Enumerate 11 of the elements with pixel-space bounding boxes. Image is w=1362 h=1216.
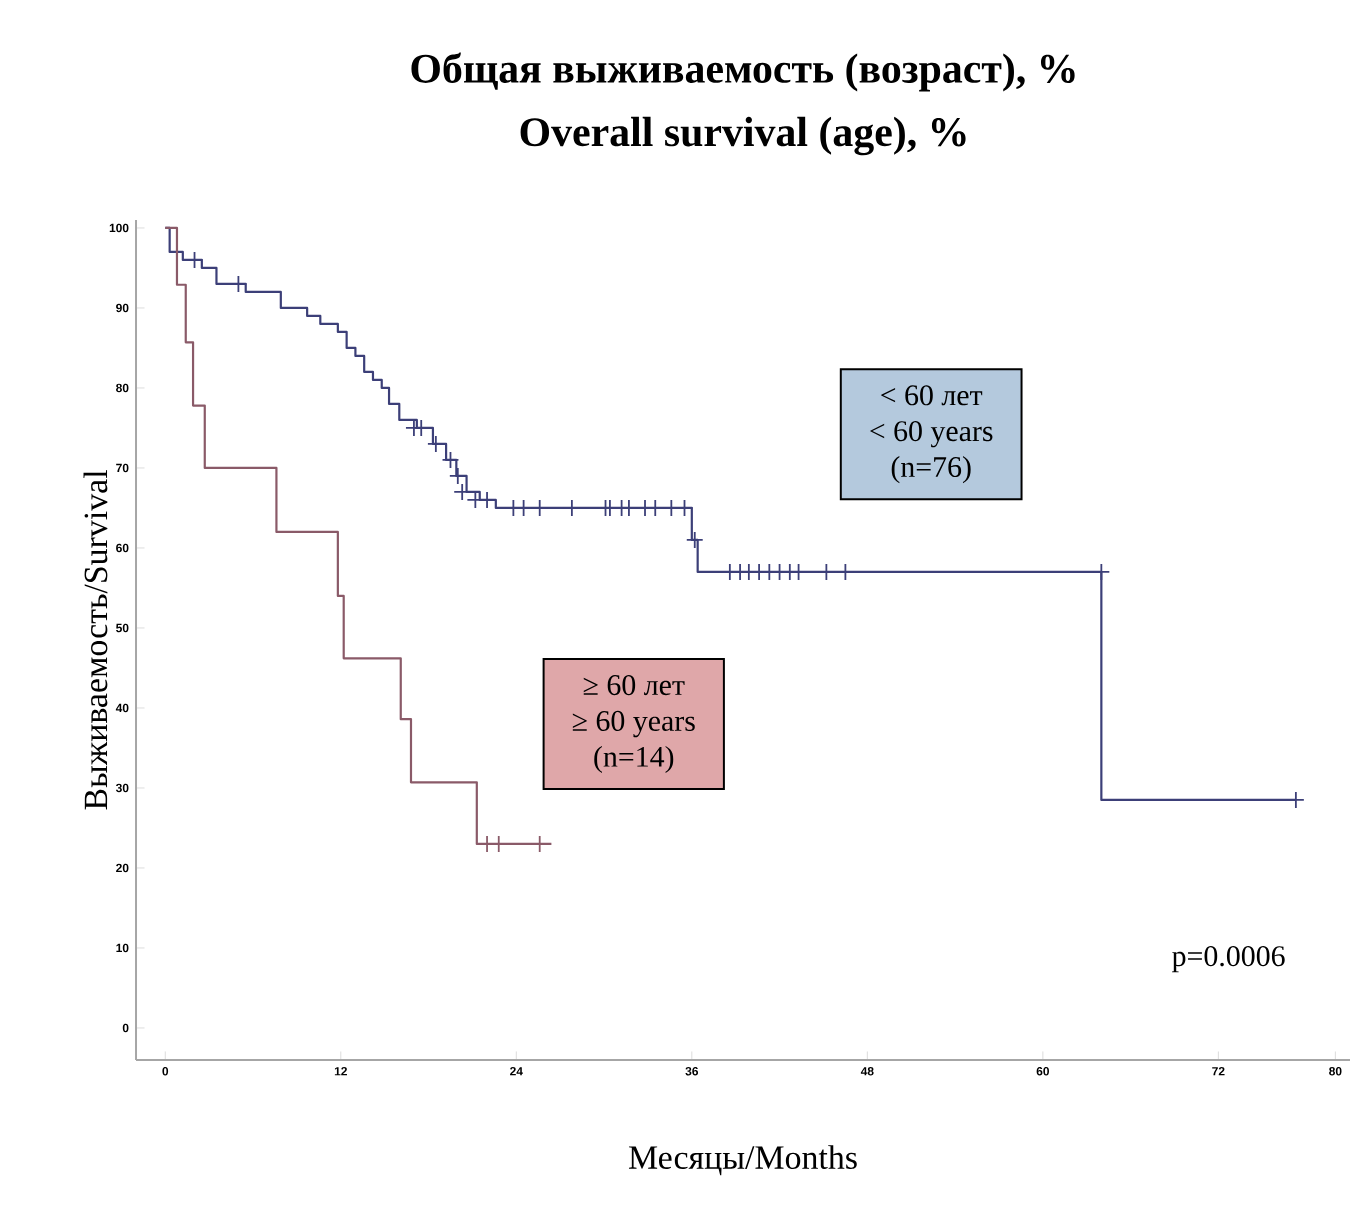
- annotation: ≥ 60 years: [572, 710, 695, 738]
- annotation: < 60 лет: [881, 385, 983, 406]
- annotation: < 60 years: [870, 421, 993, 448]
- annotation: (n=14): [594, 745, 674, 773]
- chart-title: Общая выживаемость (возраст), %: [411, 52, 1075, 92]
- annotation: ≥ 60 лет: [583, 674, 685, 696]
- chart-subtitle: Overall survival (age), %: [520, 116, 966, 156]
- annotation: (n=76): [891, 456, 971, 484]
- annotation: p=0.0006: [1172, 946, 1285, 973]
- x-axis-title: Месяцы/Months: [628, 1145, 857, 1176]
- y-axis-title: Выживаемость/Survival: [83, 470, 108, 810]
